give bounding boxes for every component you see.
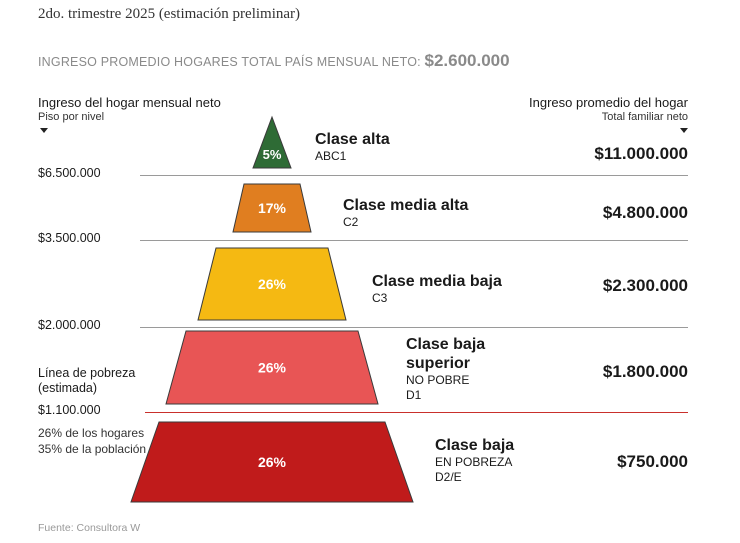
pyramid-layer-5-percent: 26% [258, 454, 287, 470]
headline: INGRESO PROMEDIO HOGARES TOTAL PAÍS MENS… [38, 51, 510, 71]
threshold-line-2 [140, 240, 688, 241]
headline-label: INGRESO PROMEDIO HOGARES TOTAL PAÍS MENS… [38, 55, 421, 69]
level-code: EN POBREZA [435, 455, 513, 469]
income-baja-superior: $1.800.000 [602, 362, 688, 381]
level-code: NO POBRE [406, 373, 470, 387]
level-code-line2: D2/E [435, 470, 462, 484]
level-code-line2: D1 [406, 388, 422, 402]
pyramid-layer-5 [130, 421, 414, 503]
level-code: ABC1 [315, 149, 347, 163]
threshold-label-1: $6.500.000 [38, 166, 101, 180]
income-media-baja: $2.300.000 [602, 276, 688, 295]
threshold-label-2: $3.500.000 [38, 231, 101, 245]
level-code: C2 [343, 215, 359, 229]
left-column-subtitle: Piso por nivel [38, 111, 105, 123]
pyramid-layer-4 [165, 330, 379, 405]
chart-subtitle: 2do. trimestre 2025 (estimación prelimin… [38, 6, 301, 22]
pyramid-layer-2-percent: 17% [258, 200, 287, 216]
poverty-line [145, 412, 688, 413]
left-arrow-down-icon [40, 128, 48, 133]
source-note: Fuente: Consultora W [38, 522, 141, 534]
level-label-media-baja: Clase media baja C3 [372, 272, 502, 306]
income-baja: $750.000 [617, 452, 688, 471]
level-name: Clase media alta [343, 197, 469, 214]
pyramid-layer-4-percent: 26% [258, 360, 287, 376]
threshold-label-4: $1.100.000 [38, 403, 101, 417]
level-name-line2: superior [406, 355, 471, 372]
right-arrow-down-icon [680, 128, 688, 133]
level-code: C3 [372, 291, 388, 305]
threshold-label-3: $2.000.000 [38, 318, 101, 332]
threshold-line-3 [140, 327, 688, 328]
poverty-line-subtitle: (estimada) [38, 381, 98, 395]
pyramid-layer-3-percent: 26% [258, 276, 287, 292]
poverty-line-title: Línea de pobreza [38, 366, 136, 380]
threshold-line-1 [140, 175, 688, 176]
pyramid-layer-3 [197, 247, 347, 321]
pyramid-layer-2 [232, 183, 312, 233]
headline-value: $2.600.000 [424, 51, 510, 70]
right-column-title: Ingreso promedio del hogar [529, 95, 688, 110]
level-label-baja-superior: Clase baja superior NO POBRE D1 [406, 335, 485, 403]
level-label-baja: Clase baja EN POBREZA D2/E [435, 436, 514, 485]
level-name: Clase baja [406, 336, 486, 353]
poverty-note-population: 35% de la población [38, 442, 147, 456]
pyramid-layer-1 [252, 115, 292, 169]
level-name: Clase media baja [372, 273, 502, 290]
level-label-media-alta: Clase media alta C2 [343, 196, 468, 230]
level-label-alta: Clase alta ABC1 [315, 130, 390, 164]
level-name: Clase baja [435, 437, 515, 454]
level-name: Clase alta [315, 131, 390, 148]
left-column-title: Ingreso del hogar mensual neto [38, 95, 221, 110]
right-column-subtitle: Total familiar neto [601, 111, 688, 123]
pyramid-layer-1-percent: 5% [263, 147, 282, 162]
income-alta: $11.000.000 [594, 144, 688, 163]
income-media-alta: $4.800.000 [602, 203, 688, 222]
poverty-note-households: 26% de los hogares [38, 426, 145, 440]
